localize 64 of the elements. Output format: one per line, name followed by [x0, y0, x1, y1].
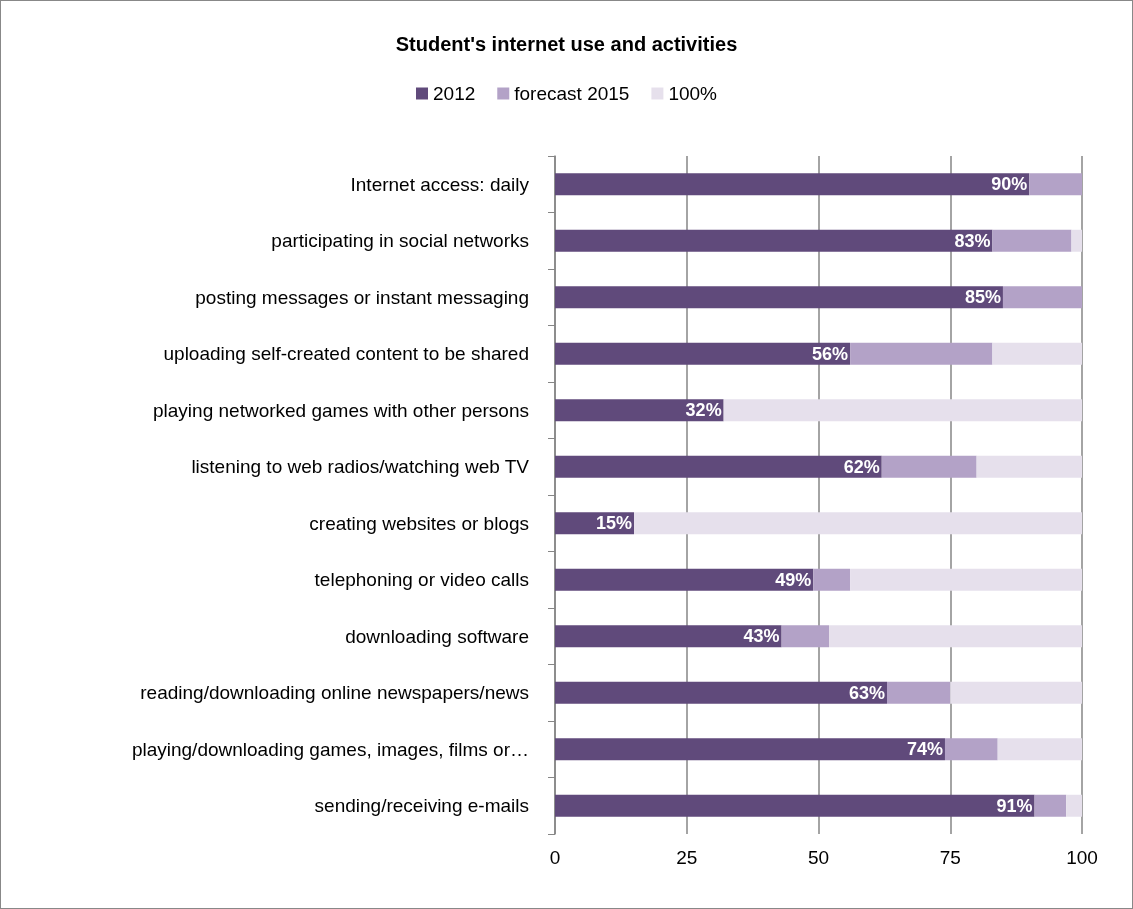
bar [723, 399, 1082, 422]
data-label: 85% [964, 287, 1001, 308]
data-label: 83% [954, 230, 991, 251]
bar [992, 342, 1082, 365]
bar [555, 738, 945, 761]
data-label: 15% [596, 513, 633, 534]
bar [555, 681, 888, 704]
data-label: 74% [906, 739, 943, 760]
y-tick-label: Internet access: daily [350, 173, 530, 195]
x-tick-label: 75 [939, 847, 961, 868]
bar [944, 738, 998, 761]
y-tick-label: sending/receiving e-mails [314, 795, 529, 817]
y-tick-label: creating websites or blogs [309, 512, 529, 534]
bar [992, 229, 1072, 252]
bar [555, 568, 814, 591]
bar [1071, 229, 1082, 252]
bar [555, 399, 724, 422]
bar [634, 512, 1082, 535]
data-label: 56% [812, 343, 849, 364]
data-label: 32% [685, 400, 722, 421]
data-label: 43% [743, 626, 780, 647]
data-label: 91% [996, 795, 1033, 816]
bar [555, 173, 1030, 196]
bar [555, 342, 851, 365]
bar [829, 625, 1082, 648]
y-tick-label: posting messages or instant messaging [195, 286, 529, 308]
x-tick-label: 0 [549, 847, 561, 868]
x-tick-label: 100 [1066, 847, 1098, 868]
bar [850, 568, 1082, 591]
legend-label: 2012 [433, 83, 476, 104]
bar [976, 455, 1082, 478]
legend-label: 100% [668, 83, 718, 104]
y-tick-label: uploading self-created content to be shared [163, 343, 529, 365]
y-tick-label: reading/downloading online newspapers/news [140, 682, 529, 704]
chart-title: Student's internet use and activities [395, 33, 738, 55]
bar [881, 455, 977, 478]
y-tick-label: downloading software [345, 625, 529, 647]
bar [555, 286, 1003, 309]
y-tick-label: telephoning or video calls [314, 569, 529, 591]
data-label: 49% [775, 569, 812, 590]
x-tick-label: 50 [807, 847, 830, 868]
y-tick-label: playing/downloading games, images, films or… [131, 738, 529, 760]
bar [1002, 286, 1082, 309]
bar [555, 625, 782, 648]
bar [555, 794, 1035, 817]
y-tick-label: listening to web radios/watching web TV [191, 456, 530, 478]
bar [813, 568, 851, 591]
bar [887, 681, 951, 704]
data-label: 90% [991, 174, 1028, 195]
bar [1066, 794, 1082, 817]
data-label: 63% [848, 682, 886, 703]
bar [555, 229, 993, 252]
bar [950, 681, 1082, 704]
bar [781, 625, 830, 648]
legend-label: forecast 2015 [514, 83, 630, 104]
bar [997, 738, 1082, 761]
bar [1034, 794, 1067, 817]
bar [1029, 173, 1082, 196]
y-tick-label: participating in social networks [271, 230, 529, 252]
x-tick-label: 25 [676, 847, 698, 868]
bar [555, 455, 882, 478]
y-tick-label: playing networked games with other persons [153, 399, 529, 421]
bar [850, 342, 993, 365]
data-label: 62% [843, 456, 880, 477]
